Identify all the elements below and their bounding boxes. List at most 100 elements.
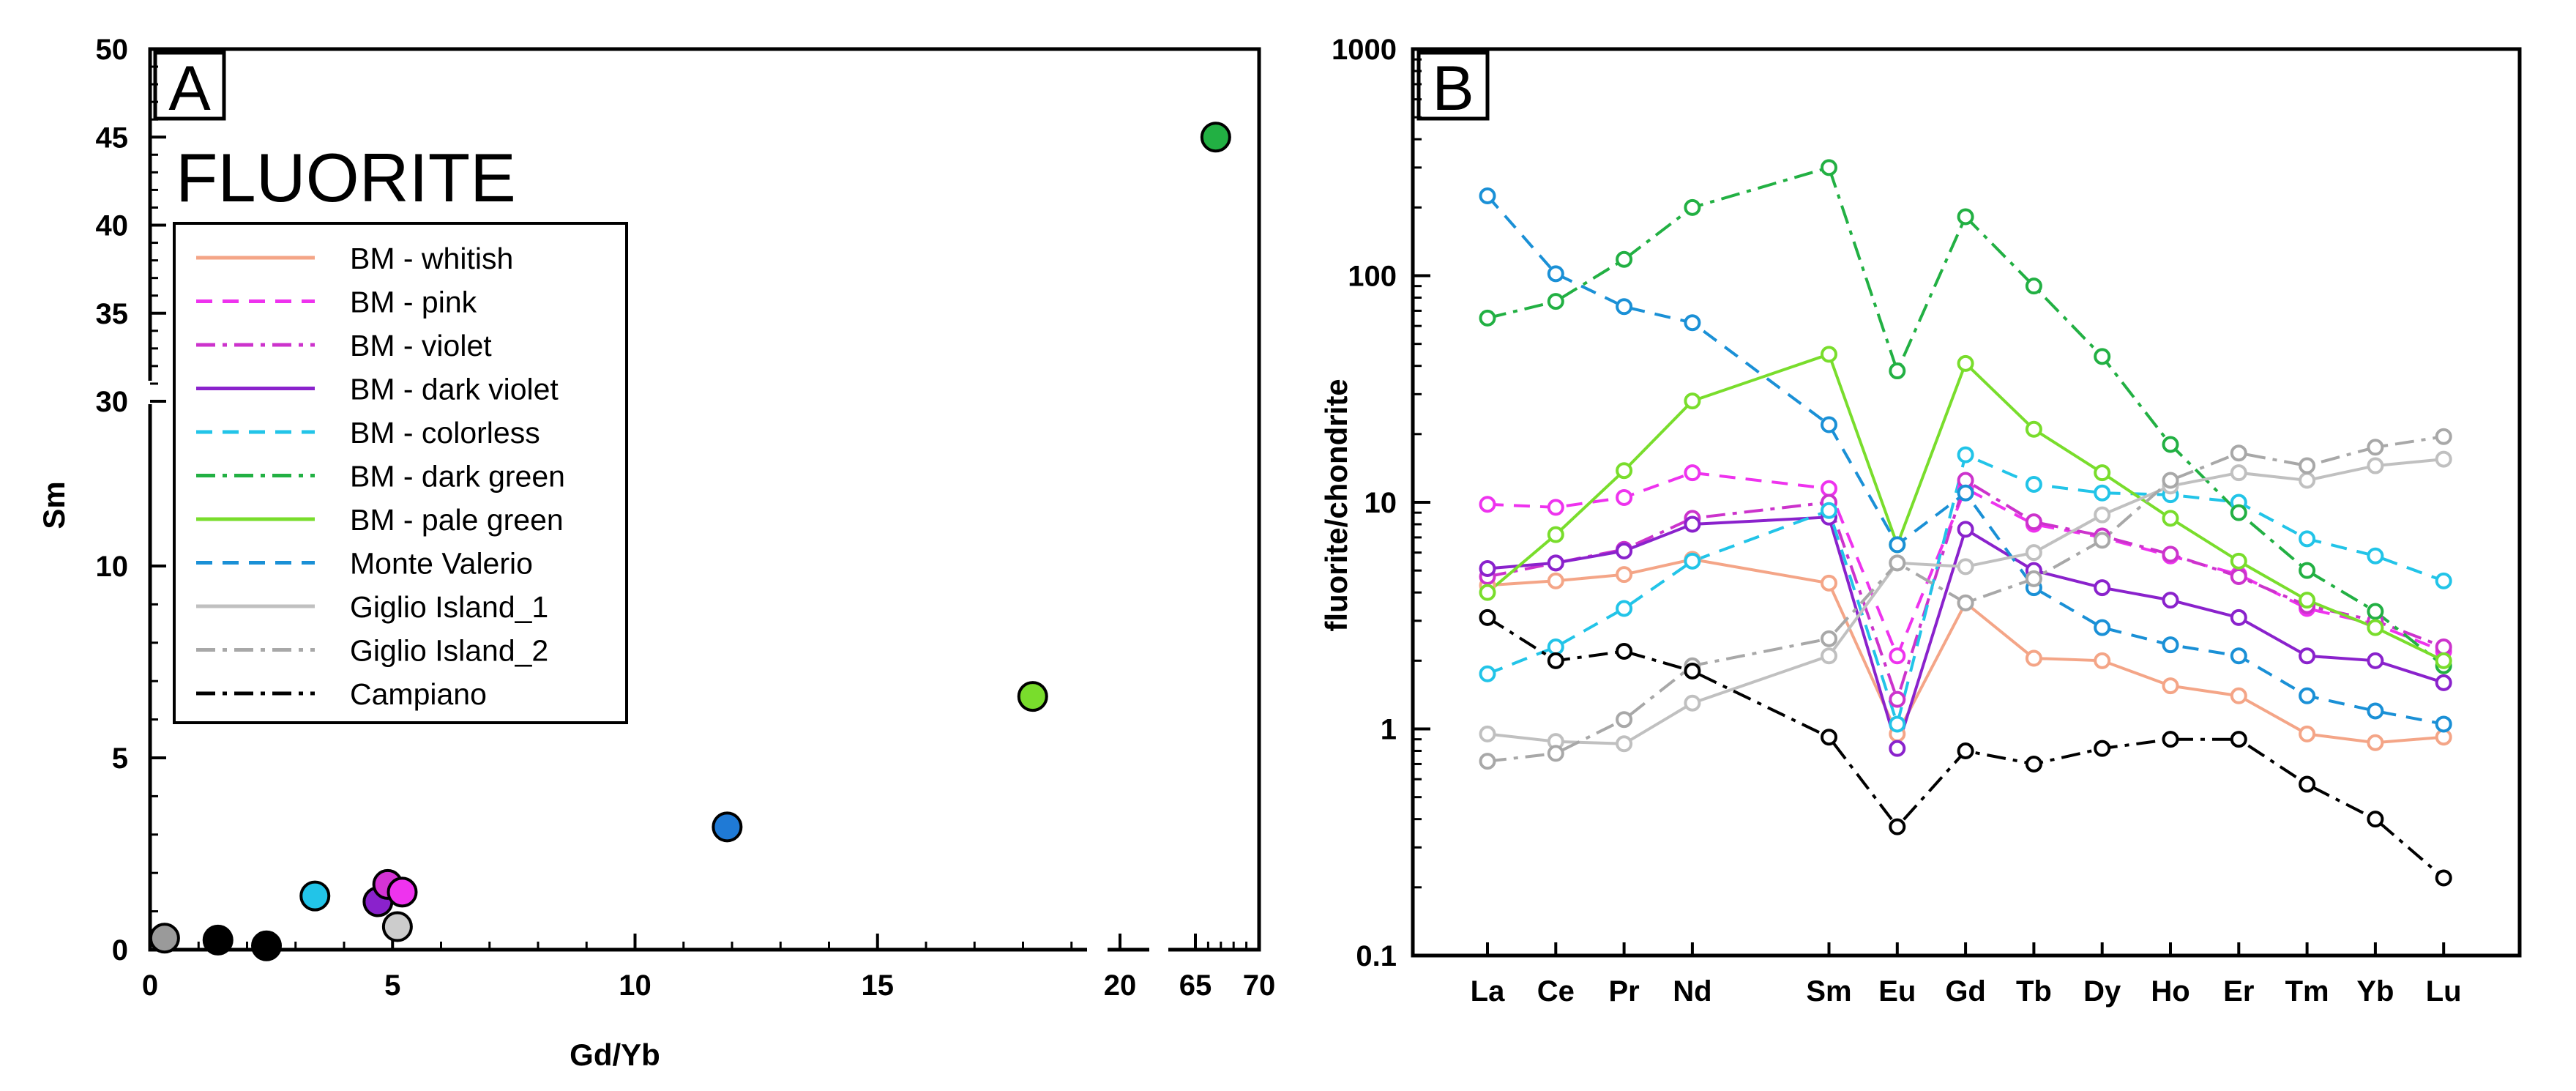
series-point <box>1821 729 1837 746</box>
scatter-point <box>1017 681 1048 712</box>
series-point <box>2094 579 2111 597</box>
series-point <box>2299 472 2316 489</box>
y-tick-label: 100 <box>1348 261 1397 293</box>
series-point <box>1616 735 1633 753</box>
series-point <box>1479 496 1496 513</box>
series-point <box>2094 506 2111 524</box>
y-tick-label: 0.1 <box>1356 940 1397 972</box>
series-point <box>1479 560 1496 578</box>
series-point <box>2367 811 2384 828</box>
legend-box <box>173 222 628 724</box>
series-point <box>1821 480 1837 497</box>
x-axis-break-gap-1 <box>1087 945 1108 955</box>
series-point <box>1957 208 1974 226</box>
y-tick-label: 30 <box>96 386 129 418</box>
series-point <box>1684 552 1701 570</box>
series-line <box>1487 453 2444 730</box>
x-tick-label: 20 <box>1104 969 1137 1002</box>
y-tick-label: 1000 <box>1332 34 1397 66</box>
series-point <box>1684 662 1701 679</box>
series-line <box>1487 471 2444 660</box>
scatter-point <box>202 924 234 956</box>
series-point <box>2435 652 2452 669</box>
series-point <box>2230 444 2247 462</box>
series-point <box>1821 647 1837 665</box>
series-point <box>2025 475 2042 493</box>
scatter-point <box>381 911 413 942</box>
series-point <box>1957 484 1974 502</box>
x-tick-label: 15 <box>862 969 895 1002</box>
series-point <box>1889 715 1906 733</box>
legend-entry: BM - whitish <box>350 242 513 275</box>
panel-b-label: B <box>1432 53 1474 124</box>
series-point <box>1821 346 1837 363</box>
series-point <box>2367 652 2384 669</box>
panel-a-plot-frame <box>148 47 1261 952</box>
x-tick-label: Er <box>2223 975 2254 1008</box>
y-axis-break-gap <box>145 381 155 404</box>
panel-b-label-box <box>1416 51 1490 121</box>
series-point <box>1821 159 1837 176</box>
panel-b-ree-pattern: B 0.1 1 10 100 1000 La Ce Pr Nd Sm Eu Gd Tb Dy Ho Er Tm… <box>1319 34 2522 1008</box>
panel-a-label-box <box>153 51 226 121</box>
series-point <box>2367 457 2384 474</box>
series-point <box>1889 536 1906 554</box>
series-point <box>2299 647 2316 665</box>
series-line <box>1487 458 2444 745</box>
x-tick-label: 70 <box>1243 969 1276 1002</box>
scatter-point <box>387 876 418 908</box>
series-point <box>2299 775 2316 793</box>
series-point <box>1889 554 1906 572</box>
series-point <box>2162 592 2179 609</box>
series-point <box>2230 552 2247 570</box>
x-tick-label: Nd <box>1673 975 1711 1008</box>
series-point <box>2299 592 2316 609</box>
series-point <box>1957 742 1974 759</box>
y-tick-label: 35 <box>96 298 129 330</box>
legend-entry: BM - pink <box>350 286 477 319</box>
series-point <box>2162 472 2179 489</box>
series-point <box>1479 584 1496 601</box>
series-point <box>1616 566 1633 584</box>
series-line <box>1486 352 2445 663</box>
y-tick-label: 1 <box>1381 714 1397 746</box>
x-tick-label: Tm <box>2285 975 2329 1008</box>
scatter-point <box>251 930 282 961</box>
x-tick-label: Ho <box>2151 975 2189 1008</box>
series-line <box>1487 557 2444 745</box>
series-line <box>1487 435 2444 763</box>
series-point <box>2367 439 2384 456</box>
series-point <box>2367 547 2384 565</box>
series-line <box>1487 477 2444 704</box>
legend-entry: Campiano <box>350 677 487 711</box>
series-point <box>2367 619 2384 636</box>
series-point <box>2230 464 2247 482</box>
x-tick-label: Ce <box>1537 975 1575 1008</box>
series-point <box>2162 436 2179 453</box>
panel-a-y-ticks: 0 5 10 30 35 40 45 50 <box>96 34 166 967</box>
series-point <box>2025 278 2042 295</box>
series-point <box>2435 715 2452 733</box>
series-point <box>2094 619 2111 636</box>
series-point <box>1616 250 1633 268</box>
x-tick-label: Eu <box>1878 975 1916 1008</box>
series-point <box>1547 572 1564 589</box>
x-tick-label: 65 <box>1179 969 1212 1002</box>
series-point <box>1547 652 1564 669</box>
series-point <box>1616 600 1633 617</box>
series-point <box>2094 652 2111 669</box>
series-point <box>1684 464 1701 482</box>
legend-entry: BM - violet <box>350 329 492 362</box>
y-tick-label: 5 <box>112 742 128 775</box>
series-point <box>2025 544 2042 562</box>
series-point <box>2025 649 2042 667</box>
panel-b-series <box>1479 159 2452 887</box>
series-point <box>1616 488 1633 506</box>
y-tick-label: 40 <box>96 210 129 242</box>
series-point <box>1957 521 1974 538</box>
y-tick-label: 10 <box>96 551 129 583</box>
series-point <box>1957 354 1974 372</box>
series-point <box>2435 674 2452 691</box>
legend-entry: Giglio Island_1 <box>350 590 548 624</box>
